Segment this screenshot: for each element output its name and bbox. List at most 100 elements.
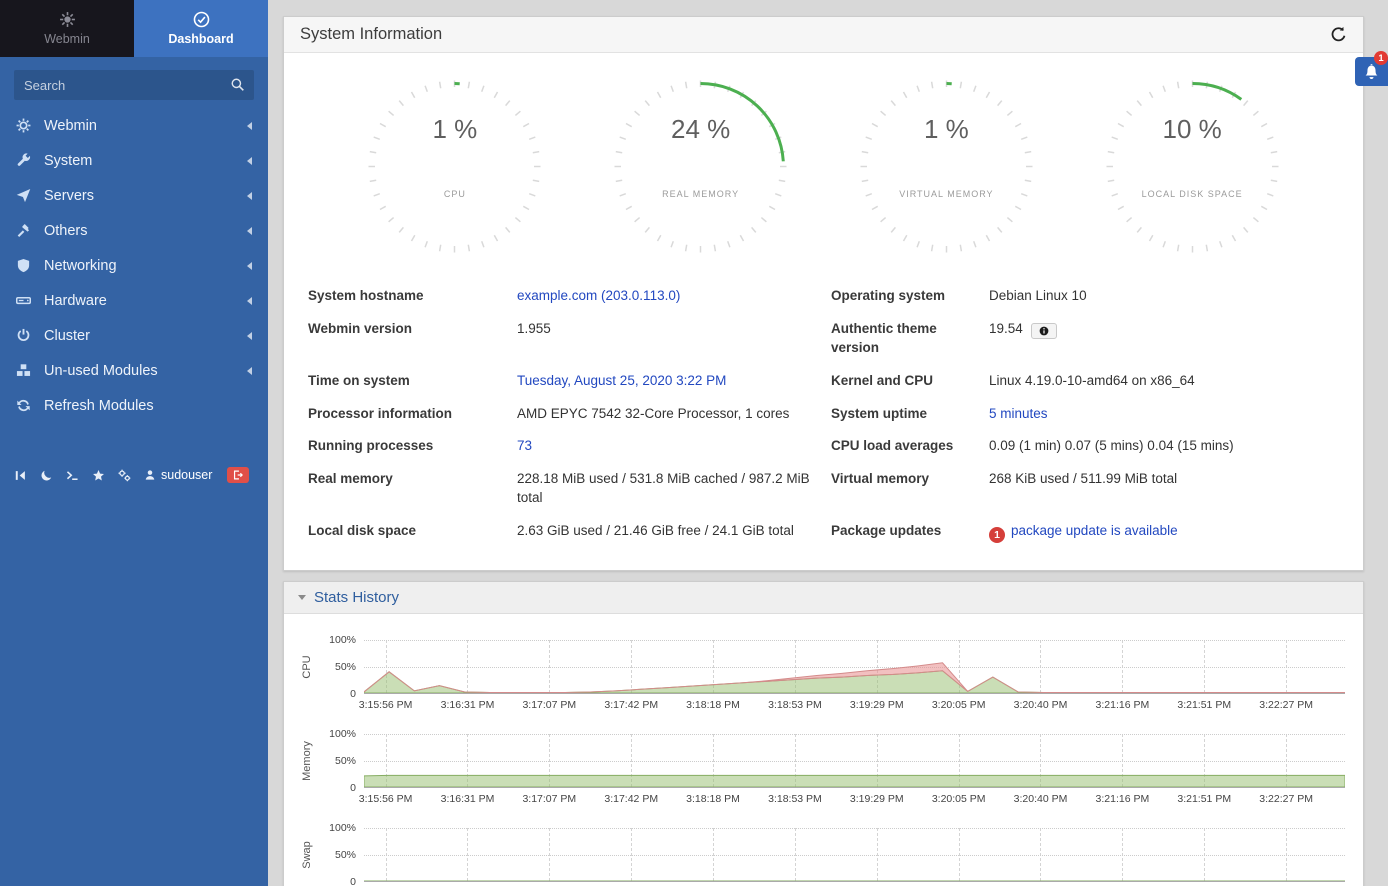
stats-history-header[interactable]: Stats History xyxy=(284,582,1363,614)
sidebar-item-networking[interactable]: Networking xyxy=(0,248,268,283)
x-tick-label: 3:16:31 PM xyxy=(441,699,495,711)
info-link[interactable]: example.com (203.0.113.0) xyxy=(517,288,680,303)
info-link[interactable]: Tuesday, August 25, 2020 3:22 PM xyxy=(517,373,726,388)
info-value-left: AMD EPYC 7542 32-Core Processor, 1 cores xyxy=(517,398,831,431)
chart-axis-title: Swap xyxy=(298,828,316,882)
system-info-table: System hostnameexample.com (203.0.113.0)… xyxy=(284,272,1363,570)
gauge-label: CPU xyxy=(367,189,542,199)
info-value-left: 2.63 GiB used / 21.46 GiB free / 24.1 Gi… xyxy=(517,515,831,548)
chevron-left-icon xyxy=(247,227,252,235)
user-menu[interactable]: sudouser xyxy=(144,468,212,482)
gauge-label: REAL MEMORY xyxy=(613,189,788,199)
info-label-left: Real memory xyxy=(308,463,517,496)
notifications-button[interactable]: 1 xyxy=(1355,57,1388,86)
sidebar-item-refresh-modules[interactable]: Refresh Modules xyxy=(0,388,268,423)
info-label-right: Authentic theme version xyxy=(831,313,989,365)
sidebar-item-system[interactable]: System xyxy=(0,143,268,178)
notifications-badge: 1 xyxy=(1374,51,1388,65)
gauge-label: VIRTUAL MEMORY xyxy=(859,189,1034,199)
info-label-left: Time on system xyxy=(308,365,517,398)
gauge-virtual-memory: 1 % VIRTUAL MEMORY xyxy=(859,79,1034,254)
info-link[interactable]: 5 minutes xyxy=(989,406,1048,421)
gear-icon xyxy=(16,118,31,133)
info-value-right: Debian Linux 10 xyxy=(989,280,1345,313)
sidebar-item-others[interactable]: Others xyxy=(0,213,268,248)
info-text: 228.18 MiB used / 531.8 MiB cached / 987… xyxy=(517,471,810,505)
theme-info-button[interactable] xyxy=(1031,323,1057,339)
settings-icon[interactable] xyxy=(118,469,131,482)
info-value-right: 1package update is available xyxy=(989,515,1345,550)
info-value-left: example.com (203.0.113.0) xyxy=(517,280,831,313)
info-label-right: System uptime xyxy=(831,398,989,431)
username-label: sudouser xyxy=(161,468,212,482)
x-tick-label: 3:16:31 PM xyxy=(441,793,495,805)
info-label-left: Processor information xyxy=(308,398,517,431)
gauge-value: 1 % xyxy=(367,114,542,145)
sidebar-item-label: Cluster xyxy=(44,328,247,344)
info-icon xyxy=(1039,326,1049,336)
system-information-header: System Information xyxy=(284,17,1363,53)
hdd-icon xyxy=(16,293,31,308)
search-input[interactable] xyxy=(14,70,254,100)
info-value-right: 5 minutes xyxy=(989,398,1345,431)
tab-dashboard-label: Dashboard xyxy=(168,32,233,46)
x-tick-label: 3:19:29 PM xyxy=(850,699,904,711)
refresh-icon[interactable] xyxy=(1330,26,1347,43)
x-tick-label: 3:18:18 PM xyxy=(686,699,740,711)
info-text: 1.955 xyxy=(517,321,551,336)
sidebar-item-un-used-modules[interactable]: Un-used Modules xyxy=(0,353,268,388)
sidebar-tabs: Webmin Dashboard xyxy=(0,0,268,57)
x-tick-label: 3:15:56 PM xyxy=(359,699,413,711)
chart-plot-area xyxy=(364,828,1345,882)
chart-x-labels: 3:15:56 PM3:16:31 PM3:17:07 PM3:17:42 PM… xyxy=(364,694,1345,712)
gauge-value: 24 % xyxy=(613,114,788,145)
sidebar-item-cluster[interactable]: Cluster xyxy=(0,318,268,353)
sidebar-item-hardware[interactable]: Hardware xyxy=(0,283,268,318)
chart-plot-area xyxy=(364,734,1345,788)
sidebar-item-webmin[interactable]: Webmin xyxy=(0,108,268,143)
chart-plot-area xyxy=(364,640,1345,694)
info-link[interactable]: package update is available xyxy=(1011,523,1178,538)
logout-button[interactable] xyxy=(227,467,249,483)
info-text: Debian Linux 10 xyxy=(989,288,1087,303)
wrench-icon xyxy=(16,153,31,168)
info-label-right: Operating system xyxy=(831,280,989,313)
night-mode-icon[interactable] xyxy=(40,469,53,482)
info-text: 2.63 GiB used / 21.46 GiB free / 24.1 Gi… xyxy=(517,523,794,538)
info-value-right: Linux 4.19.0-10-amd64 on x86_64 xyxy=(989,365,1345,398)
x-tick-label: 3:22:27 PM xyxy=(1259,793,1313,805)
search-icon[interactable] xyxy=(230,77,245,92)
logout-icon xyxy=(233,470,243,480)
chevron-left-icon xyxy=(247,157,252,165)
info-text: AMD EPYC 7542 32-Core Processor, 1 cores xyxy=(517,406,789,421)
gauge-value: 1 % xyxy=(859,114,1034,145)
terminal-icon[interactable] xyxy=(66,469,79,482)
info-text: 268 KiB used / 511.99 MiB total xyxy=(989,471,1177,486)
chart-swap: Swap100%50%03:15:56 PM3:16:31 PM3:17:07 … xyxy=(298,828,1345,886)
info-value-right: 0.09 (1 min) 0.07 (5 mins) 0.04 (15 mins… xyxy=(989,430,1345,463)
collapse-icon[interactable] xyxy=(14,469,27,482)
x-tick-label: 3:19:29 PM xyxy=(850,793,904,805)
chart-x-labels: 3:15:56 PM3:16:31 PM3:17:07 PM3:17:42 PM… xyxy=(364,882,1345,886)
tab-webmin[interactable]: Webmin xyxy=(0,0,134,57)
info-value-left: 1.955 xyxy=(517,313,831,346)
info-label-right: CPU load averages xyxy=(831,430,989,463)
sidebar-item-label: Others xyxy=(44,223,247,239)
sidebar-item-label: System xyxy=(44,153,247,169)
chevron-left-icon xyxy=(247,367,252,375)
x-tick-label: 3:17:42 PM xyxy=(604,699,658,711)
gauges-row: 1 % CPU 24 % REAL MEMORY 1 % VIRTUAL MEMORY 10… xyxy=(284,53,1363,272)
x-tick-label: 3:21:16 PM xyxy=(1096,793,1150,805)
sidebar-item-servers[interactable]: Servers xyxy=(0,178,268,213)
info-link[interactable]: 73 xyxy=(517,438,532,453)
info-text: 19.54 xyxy=(989,321,1023,336)
sidebar-item-label: Networking xyxy=(44,258,247,274)
gauge-real-memory: 24 % REAL MEMORY xyxy=(613,79,788,254)
gauge-local-disk-space: 10 %LOCAL DISK SPACE xyxy=(1105,79,1280,254)
x-tick-label: 3:20:40 PM xyxy=(1014,793,1068,805)
info-label-right: Virtual memory xyxy=(831,463,989,496)
x-tick-label: 3:20:40 PM xyxy=(1014,699,1068,711)
stats-history-panel: Stats History CPU100%50%03:15:56 PM3:16:… xyxy=(283,581,1364,886)
favorites-icon[interactable] xyxy=(92,469,105,482)
tab-dashboard[interactable]: Dashboard xyxy=(134,0,268,57)
